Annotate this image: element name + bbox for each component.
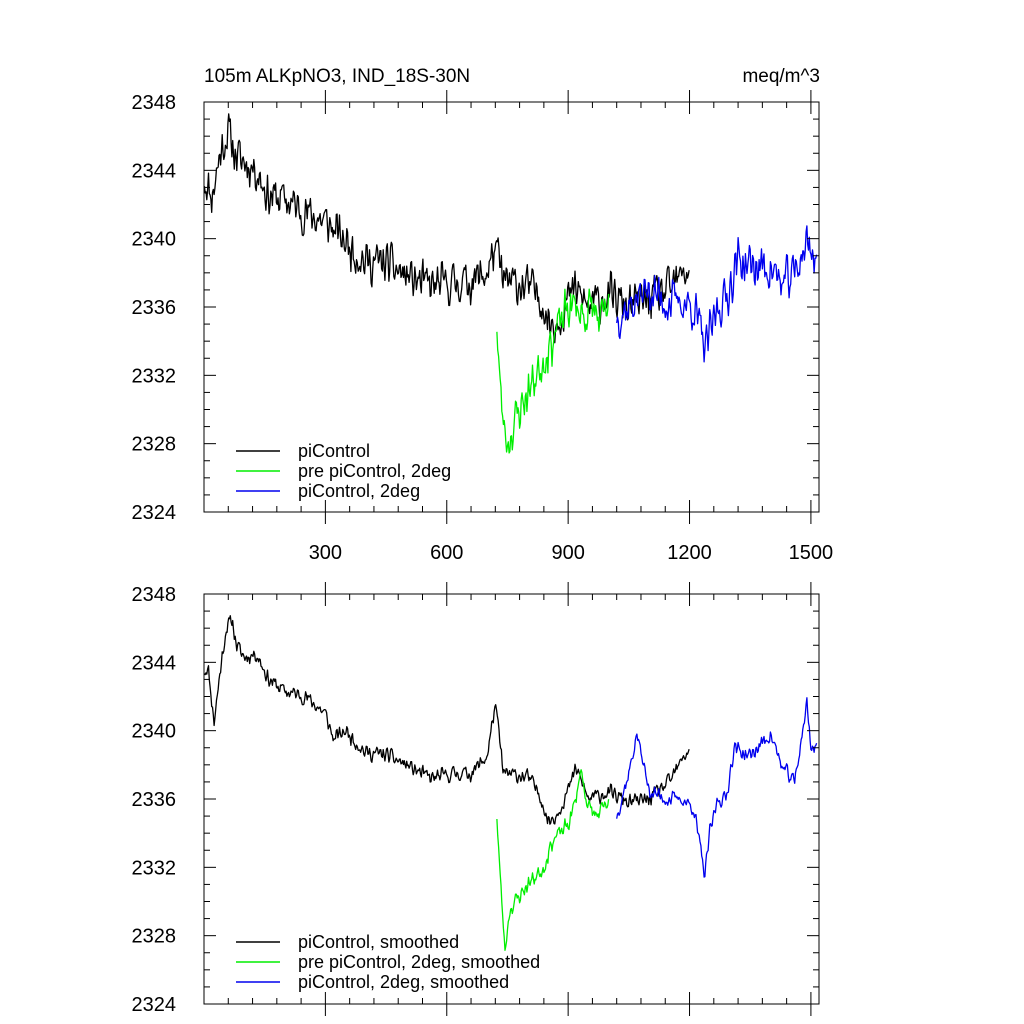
y-tick-label: 2348: [132, 92, 177, 114]
y-tick-label: 2324: [132, 994, 177, 1016]
y-tick-label: 2340: [132, 721, 177, 743]
x-tick-label: 1500: [789, 542, 834, 564]
series-line-2: [496, 288, 610, 454]
x-tick-label: 600: [430, 542, 463, 564]
top-panel: 2324 2328 2332 2336 2340 2344 2348 300 600 900 120…: [132, 90, 834, 564]
legend-label: pre piControl, 2deg: [298, 461, 451, 481]
legend-label: pre piControl, 2deg, smoothed: [298, 952, 540, 972]
y-tick-label: 2332: [132, 365, 177, 387]
y-tick-label: 2344: [132, 160, 177, 182]
y-tick-label: 2336: [132, 297, 177, 319]
legend-label: piControl: [298, 441, 370, 461]
x-tick-label: 900: [551, 542, 584, 564]
series-line-2: [496, 769, 610, 951]
series-line-3: [616, 697, 818, 878]
y-tick-label: 2324: [132, 502, 177, 524]
x-tick-label: 1200: [667, 542, 712, 564]
x-tick-label: 300: [309, 542, 342, 564]
plot-frame: [203, 593, 820, 1005]
bottom-panel: 2324 2328 2332 2336 2340 2344 2348 piControl, s…: [132, 582, 820, 1016]
series-line-1: [203, 113, 690, 344]
series-line-1: [203, 615, 690, 825]
y-tick-label: 2348: [132, 584, 177, 606]
y-tick-label: 2340: [132, 229, 177, 251]
plot-frame: [203, 101, 820, 513]
legend-label: piControl, smoothed: [298, 932, 459, 952]
y-tick-label: 2344: [132, 652, 177, 674]
units-label: meq/m^3: [742, 66, 820, 87]
y-tick-label: 2328: [132, 926, 177, 948]
series-line-3: [616, 225, 818, 363]
chart-title: 105m ALKpNO3, IND_18S-30N: [204, 66, 470, 87]
y-tick-label: 2336: [132, 789, 177, 811]
y-tick-label: 2328: [132, 434, 177, 456]
y-tick-label: 2332: [132, 857, 177, 879]
legend-label: piControl, 2deg: [298, 481, 420, 501]
legend-label: piControl, 2deg, smoothed: [298, 972, 509, 992]
